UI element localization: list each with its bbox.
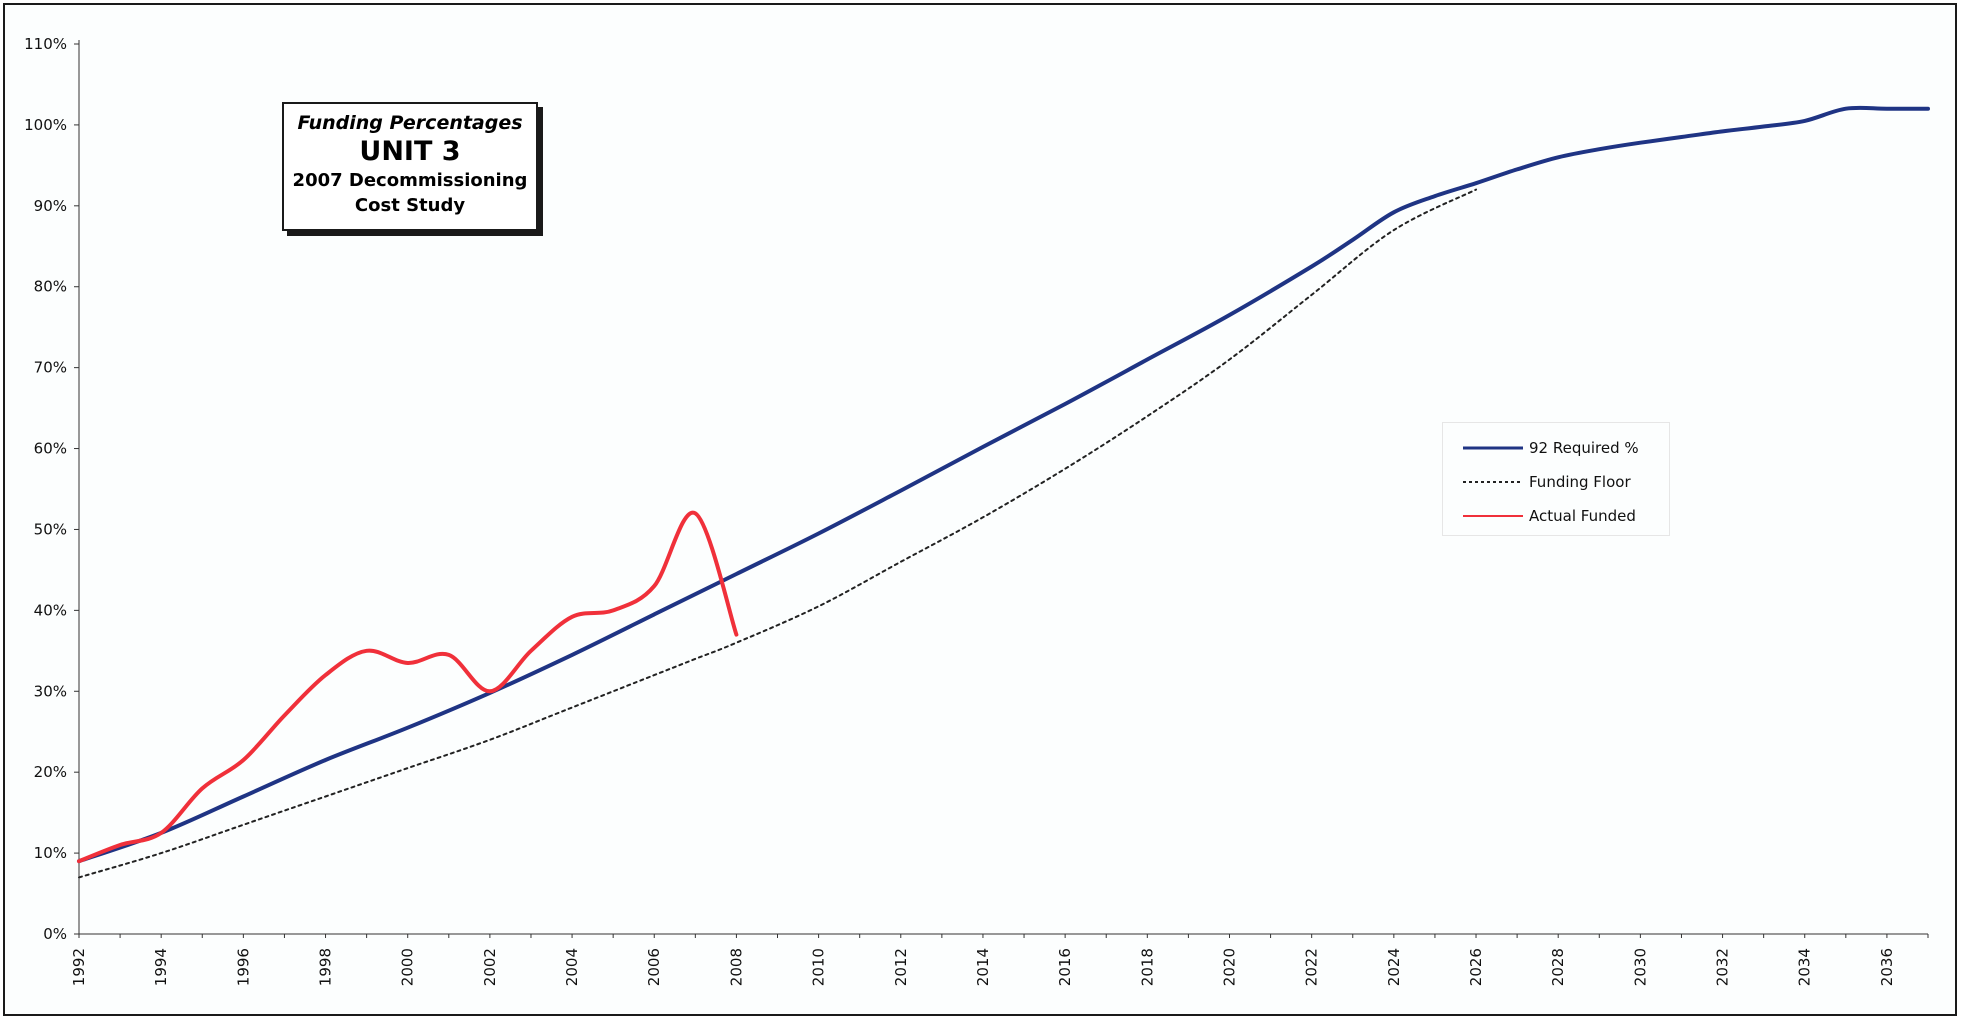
series-line-92-required [77, 105, 1930, 864]
chart-title-line-1: Funding Percentages [297, 112, 523, 134]
y-tick-label: 20% [34, 763, 67, 781]
chart-title-box: Funding Percentages UNIT 3 2007 Decommis… [282, 102, 538, 231]
series-line-actual-funded [77, 510, 739, 864]
y-tick-label: 50% [34, 520, 67, 538]
y-tick-label: 100% [24, 116, 67, 134]
x-tick-label: 1994 [152, 948, 170, 986]
y-tick-label: 10% [34, 844, 67, 862]
x-tick-label: 2008 [727, 948, 745, 986]
series-lines [77, 105, 1930, 879]
legend-svg: 92 Required % Funding Floor Actual Funde… [1463, 439, 1639, 525]
legend-label-actual: Actual Funded [1529, 507, 1636, 525]
y-tick-label: 30% [34, 682, 67, 700]
x-tick-label: 2024 [1385, 948, 1403, 986]
axes: 0% 10% 20% 30% 40% 50% 60% 70% 80% 90% 100% 110% 199… [24, 35, 1929, 986]
line-chart: 0% 10% 20% 30% 40% 50% 60% 70% 80% 90% 100% 110% 199… [24, 35, 1930, 986]
chart-frame: 0% 10% 20% 30% 40% 50% 60% 70% 80% 90% 100% 110% 199… [3, 3, 1957, 1016]
x-tick-label: 2030 [1631, 948, 1649, 986]
x-tick-label: 2034 [1796, 948, 1814, 986]
chart-title-line-2: UNIT 3 [359, 136, 461, 167]
x-tick-label: 2002 [481, 948, 499, 986]
x-tick-label: 2022 [1303, 948, 1321, 986]
y-tick-label: 60% [34, 440, 67, 458]
x-tick-label: 2036 [1878, 948, 1896, 986]
y-tick-label: 0% [43, 925, 67, 943]
y-tick-label: 70% [34, 359, 67, 377]
x-tick-label: 2000 [399, 948, 417, 986]
x-tick-label: 2004 [563, 948, 581, 986]
x-tick-label: 2014 [974, 948, 992, 986]
x-tick-label: 2032 [1714, 948, 1732, 986]
y-tick-label: 40% [34, 601, 67, 619]
chart-legend: 92 Required % Funding Floor Actual Funde… [1442, 422, 1670, 536]
series-line-funding-floor [78, 188, 1477, 879]
legend-label-floor: Funding Floor [1529, 473, 1631, 491]
legend-label-required: 92 Required % [1529, 439, 1639, 457]
y-tick-label: 110% [24, 35, 67, 53]
x-tick-label: 2010 [810, 948, 828, 986]
x-tick-label: 1998 [317, 948, 335, 986]
x-tick-label: 2006 [645, 948, 663, 986]
x-tick-label: 2028 [1549, 948, 1567, 986]
x-tick-label: 2026 [1467, 948, 1485, 986]
x-tick-label: 2016 [1056, 948, 1074, 986]
x-tick-label: 2020 [1220, 948, 1238, 986]
y-tick-label: 90% [34, 197, 67, 215]
chart-title-line-3: 2007 Decommissioning Cost Study [292, 170, 528, 216]
x-tick-label: 2012 [892, 948, 910, 986]
x-tick-label: 2018 [1138, 948, 1156, 986]
x-tick-label: 1996 [234, 948, 252, 986]
x-tick-label: 1992 [70, 948, 88, 986]
y-tick-label: 80% [34, 278, 67, 296]
